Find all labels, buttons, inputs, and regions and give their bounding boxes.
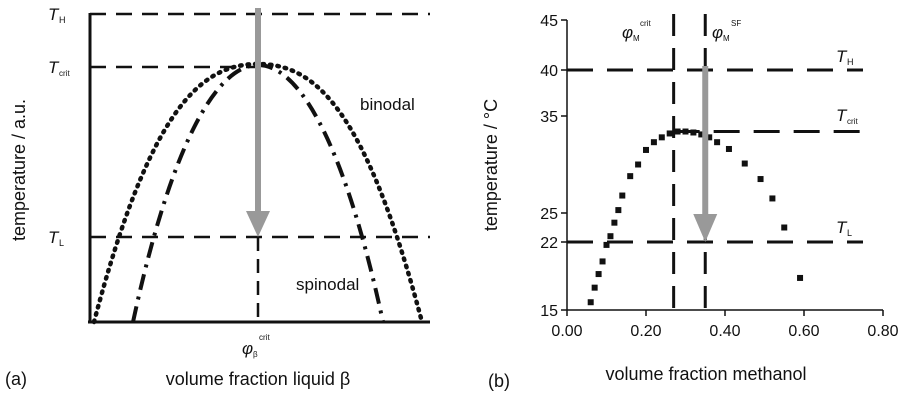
b-T_H-symbol: T xyxy=(836,47,848,66)
a-T_L-symbol: T xyxy=(48,228,60,247)
a-T_crit-subscript: crit xyxy=(59,69,70,78)
a-y-axis-title: temperature / a.u. xyxy=(9,99,29,241)
a-T_crit-symbol: T xyxy=(48,58,60,77)
b-x-ticks: 0.00 0.20 0.40 0.60 0.80 xyxy=(551,310,899,340)
b-x-tick-label: 0.00 xyxy=(551,323,582,340)
a-label-T_crit: T crit xyxy=(48,58,70,78)
b-data-point xyxy=(599,258,606,265)
b-label-T_L: T L xyxy=(836,218,852,238)
b-y-axis-title: temperature / °C xyxy=(481,99,501,231)
b-data-point xyxy=(603,241,610,248)
b-y-tick-label: 45 xyxy=(540,13,558,30)
b-phi-sf-label: φ M SF xyxy=(712,19,741,43)
a-phi-crit-label: φ β crit xyxy=(242,333,270,359)
a-phi-subscript: β xyxy=(253,350,258,359)
a-phi-symbol: φ xyxy=(242,339,253,358)
b-data-point xyxy=(769,195,776,202)
b-data-point xyxy=(650,139,657,146)
b-data-point xyxy=(635,161,642,168)
b-data-points xyxy=(587,128,804,306)
b-T_L-subscript: L xyxy=(847,228,852,238)
b-x-tick-label: 0.60 xyxy=(788,323,819,340)
b-data-point xyxy=(725,145,732,152)
b-x-tick-label: 0.80 xyxy=(867,323,898,340)
b-data-point xyxy=(595,271,602,278)
b-phi-sf-superscript: SF xyxy=(731,19,741,28)
b-y-tick-label: 35 xyxy=(540,109,558,126)
b-data-point xyxy=(658,134,665,141)
b-T_L-symbol: T xyxy=(836,218,848,237)
b-data-point xyxy=(615,207,622,214)
b-data-point xyxy=(682,128,689,135)
b-phi-crit-symbol: φ xyxy=(622,23,633,42)
panel-b: 15 22 25 35 40 45 0.00 0.20 0.40 0.60 0.80 φ M cr… xyxy=(481,13,899,391)
b-data-point xyxy=(698,131,705,138)
a-label-T_L: T L xyxy=(48,228,64,248)
spinodal-label: spinodal xyxy=(296,275,359,294)
b-phi-crit-superscript: crit xyxy=(640,19,651,28)
a-T_L-subscript: L xyxy=(59,238,64,248)
b-data-point xyxy=(643,146,649,153)
binodal-label: binodal xyxy=(360,95,415,114)
b-data-point xyxy=(587,299,594,306)
b-quench-arrowhead xyxy=(693,214,718,242)
b-data-point xyxy=(591,284,598,291)
b-x-tick-label: 0.40 xyxy=(709,323,740,340)
b-data-point xyxy=(674,128,681,135)
b-phi-sf-symbol: φ xyxy=(712,23,723,42)
b-data-point xyxy=(611,219,618,226)
b-data-point xyxy=(706,134,713,141)
b-phi-crit-label: φ M crit xyxy=(622,19,651,43)
b-T_crit-symbol: T xyxy=(836,106,848,125)
b-data-point xyxy=(666,130,673,137)
b-data-point xyxy=(714,139,721,146)
b-label-T_crit: T crit xyxy=(836,106,858,126)
b-data-point xyxy=(607,233,614,240)
b-data-point xyxy=(619,192,626,199)
a-phi-superscript: crit xyxy=(259,333,270,342)
b-y-tick-label: 40 xyxy=(540,63,558,80)
panel-b-label: (b) xyxy=(488,371,510,391)
a-quench-arrowhead xyxy=(246,211,270,237)
b-T_crit-subscript: crit xyxy=(847,117,858,126)
b-y-ticks: 15 22 25 35 40 45 xyxy=(540,13,567,320)
b-data-point xyxy=(757,176,764,183)
a-label-T_H: T H xyxy=(48,5,66,25)
b-data-point xyxy=(781,224,788,231)
b-data-point xyxy=(797,274,804,281)
b-x-axis-title: volume fraction methanol xyxy=(605,364,806,384)
panel-a-label: (a) xyxy=(5,369,27,389)
b-y-tick-label: 22 xyxy=(540,235,558,252)
a-T_H-subscript: H xyxy=(59,15,66,25)
b-data-point xyxy=(690,129,697,136)
a-T_H-symbol: T xyxy=(48,5,60,24)
b-label-T_H: T H xyxy=(836,47,854,67)
b-phi-crit-subscript: M xyxy=(633,34,640,43)
b-T_H-subscript: H xyxy=(847,57,854,67)
b-data-point xyxy=(741,160,748,167)
b-data-point xyxy=(627,173,634,180)
b-phi-sf-subscript: M xyxy=(723,34,730,43)
a-x-axis-title: volume fraction liquid β xyxy=(166,369,350,389)
b-y-tick-label: 25 xyxy=(540,206,558,223)
b-x-tick-label: 0.20 xyxy=(630,323,661,340)
panel-a: T H T crit T L φ β crit binodal spinodal… xyxy=(5,5,430,389)
b-y-tick-label: 15 xyxy=(540,303,558,320)
